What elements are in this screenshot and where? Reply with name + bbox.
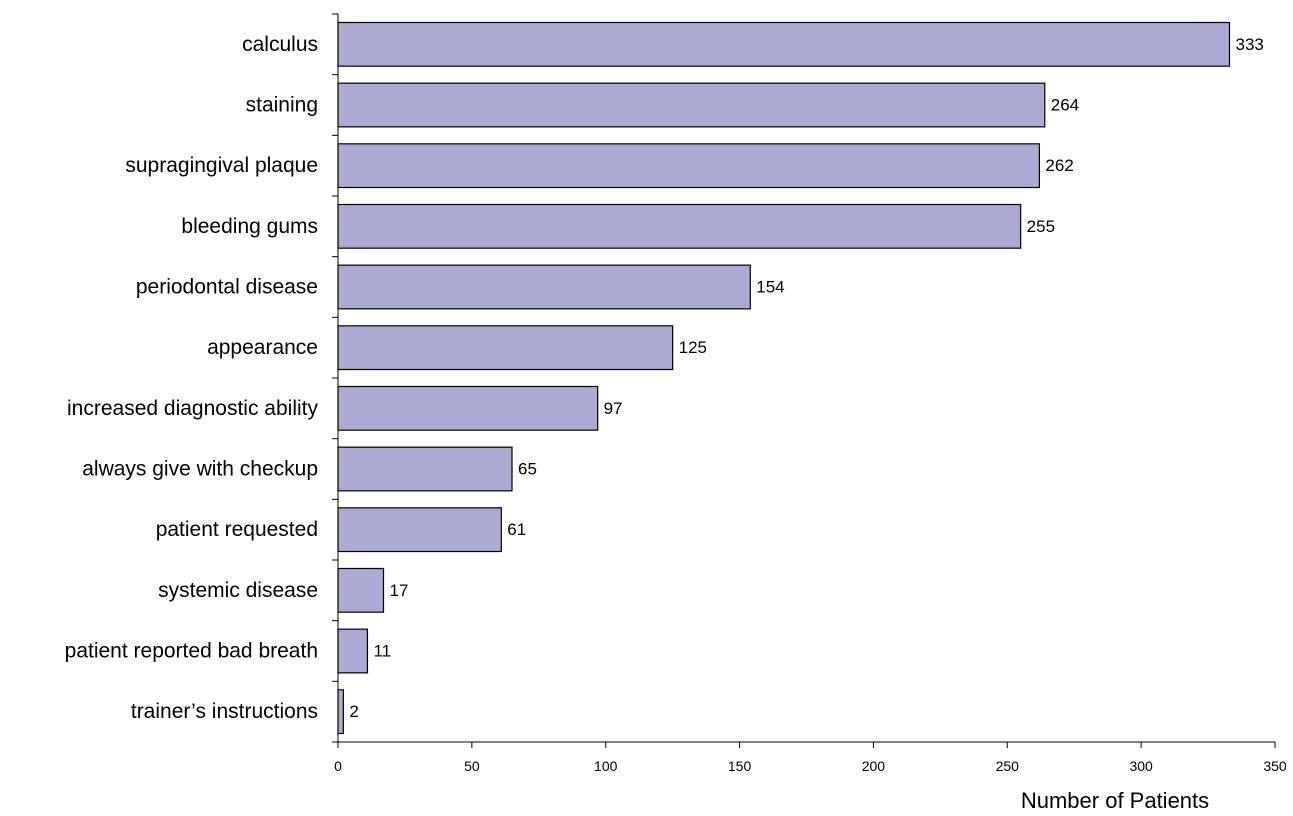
- data-label: 262: [1045, 156, 1073, 175]
- bar: [337, 203, 1022, 249]
- bar: [337, 689, 344, 735]
- x-tick-label: 150: [728, 758, 752, 774]
- bars-layer: 333 264 262 255 154 125 97 65 61 17 11 2: [337, 21, 1264, 735]
- category-label: trainer’s instructions: [131, 700, 318, 723]
- x-tick-label: 250: [996, 758, 1020, 774]
- x-tick-label: 350: [1263, 758, 1287, 774]
- category-label: appearance: [207, 336, 318, 359]
- data-label: 154: [756, 278, 784, 297]
- category-label: calculus: [242, 33, 318, 56]
- bar: [337, 264, 751, 310]
- x-tick-label: 50: [464, 758, 480, 774]
- category-label: patient requested: [156, 518, 318, 541]
- category-label: staining: [246, 94, 318, 117]
- data-label: 255: [1027, 217, 1055, 236]
- bar: [337, 21, 1231, 67]
- data-label: 17: [390, 581, 409, 600]
- category-label: periodontal disease: [136, 276, 318, 299]
- x-tick-label: 200: [862, 758, 886, 774]
- category-label: systemic disease: [158, 579, 318, 602]
- data-label: 2: [349, 702, 358, 721]
- bar: [337, 446, 513, 492]
- x-tick-label: 300: [1129, 758, 1153, 774]
- axes: calculus staining supragingival plaque blee…: [65, 13, 1287, 774]
- data-label: 125: [679, 338, 707, 357]
- category-label: always give with checkup: [82, 458, 318, 481]
- bar: [337, 143, 1041, 189]
- category-label: patient reported bad breath: [65, 640, 318, 663]
- category-label: supragingival plaque: [125, 154, 318, 177]
- category-label: bleeding gums: [181, 215, 318, 238]
- x-axis-title: Number of Patients: [1021, 788, 1209, 813]
- data-label: 65: [518, 460, 537, 479]
- x-tick-label: 0: [334, 758, 342, 774]
- data-label: 11: [373, 642, 391, 661]
- data-label: 61: [507, 520, 526, 539]
- bar: [337, 507, 502, 553]
- bar: [337, 567, 385, 613]
- data-label: 97: [604, 399, 623, 418]
- bar: [337, 82, 1046, 128]
- bar: [337, 628, 369, 674]
- data-label: 264: [1051, 96, 1079, 115]
- bar: [337, 325, 674, 371]
- x-tick-label: 100: [594, 758, 618, 774]
- category-label: increased diagnostic ability: [67, 397, 318, 420]
- data-label: 333: [1235, 35, 1263, 54]
- bar: [337, 385, 599, 431]
